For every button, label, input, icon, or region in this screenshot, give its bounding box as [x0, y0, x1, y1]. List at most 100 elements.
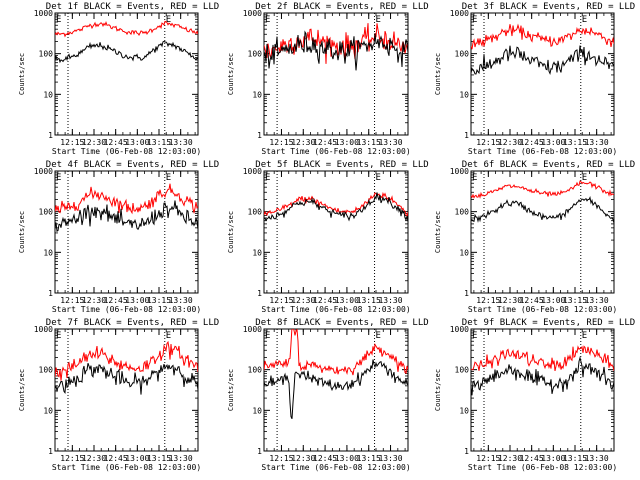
x-tick-label: 13:00 [335, 454, 359, 463]
plot-frame [263, 328, 409, 452]
y-tick-label: 1 [257, 289, 262, 298]
series-line-lld [55, 183, 198, 215]
y-tick-label: 10 [43, 248, 53, 257]
x-tick-label: 12:30 [291, 138, 315, 147]
x-tick-label: 12:15 [269, 454, 293, 463]
panel-title: Det 6f BLACK = Events, RED = LLD [462, 160, 635, 170]
eclipse-marker: E [56, 173, 61, 183]
x-tick-label: 12:30 [498, 454, 522, 463]
x-axis-label: Start Time (06-Feb-08 12:03:00) [52, 147, 201, 156]
panel-title: Det 3f BLACK = Events, RED = LLD [462, 2, 635, 12]
y-tick-label: 1 [48, 447, 53, 456]
x-axis-label: Start Time (06-Feb-08 12:03:00) [261, 147, 410, 156]
x-tick-label: 12:15 [476, 138, 500, 147]
x-tick-label: 12:45 [520, 454, 544, 463]
plot-frame [470, 12, 615, 136]
y-axis-label: Counts/sec [434, 53, 442, 95]
x-tick-label: 12:45 [313, 454, 337, 463]
series-line-events [471, 196, 614, 224]
series-line-lld [55, 20, 198, 38]
series-line-lld [471, 23, 614, 50]
y-tick-label: 10 [252, 406, 262, 415]
x-tick-label: 12:45 [104, 296, 128, 305]
y-axis-label: Counts/sec [227, 53, 235, 95]
x-tick-label: 13:30 [169, 138, 193, 147]
series-line-lld [55, 340, 198, 381]
x-tick-label: 12:15 [60, 296, 84, 305]
x-tick-label: 13:15 [357, 296, 381, 305]
y-tick-label: 100 [248, 366, 263, 375]
x-tick-label: 13:00 [541, 454, 565, 463]
x-axis-label: Start Time (06-Feb-08 12:03:00) [468, 147, 617, 156]
x-tick-label: 13:00 [335, 138, 359, 147]
x-tick-label: 12:15 [60, 454, 84, 463]
plot-frame [263, 170, 409, 294]
y-tick-label: 100 [39, 208, 54, 217]
x-tick-label: 12:15 [60, 138, 84, 147]
x-tick-label: 12:45 [313, 296, 337, 305]
x-tick-label: 12:30 [291, 454, 315, 463]
eclipse-marker: E [582, 331, 587, 341]
panel-det-5: Det 5f BLACK = Events, RED = LLD 1 10 100 10… [227, 160, 429, 314]
x-axis-label: Start Time (06-Feb-08 12:03:00) [261, 463, 410, 472]
eclipse-marker: E [472, 15, 477, 25]
panel-det-8: Det 8f BLACK = Events, RED = LLD 1 10 100 10… [227, 318, 429, 472]
x-tick-label: 13:15 [563, 296, 587, 305]
y-tick-label: 1000 [34, 9, 53, 18]
y-tick-label: 1 [48, 131, 53, 140]
y-tick-label: 1000 [450, 325, 469, 334]
eclipse-marker: E [472, 331, 477, 341]
x-tick-label: 13:15 [563, 454, 587, 463]
x-tick-label: 13:00 [335, 296, 359, 305]
panel-title: Det 8f BLACK = Events, RED = LLD [255, 318, 428, 328]
eclipse-marker: E [265, 173, 270, 183]
panel-title: Det 9f BLACK = Events, RED = LLD [462, 318, 635, 328]
panel-det-6: Det 6f BLACK = Events, RED = LLD 1 10 100 10… [434, 160, 635, 314]
panel-title: Det 7f BLACK = Events, RED = LLD [46, 318, 219, 328]
x-tick-label: 13:00 [125, 454, 149, 463]
eclipse-marker: E [166, 15, 171, 25]
panel-det-1: Det 1f BLACK = Events, RED = LLD 1 10 100 10… [18, 2, 219, 156]
y-tick-label: 10 [43, 406, 53, 415]
y-tick-label: 100 [39, 50, 54, 59]
series-line-events [264, 192, 408, 222]
eclipse-marker: E [56, 15, 61, 25]
y-tick-label: 100 [248, 50, 263, 59]
x-tick-label: 12:30 [82, 296, 106, 305]
y-tick-label: 10 [459, 90, 469, 99]
y-tick-label: 10 [459, 406, 469, 415]
y-tick-label: 10 [252, 90, 262, 99]
y-tick-label: 1 [257, 131, 262, 140]
y-tick-label: 100 [39, 366, 54, 375]
y-axis-label: Counts/sec [227, 369, 235, 411]
x-tick-label: 12:15 [476, 454, 500, 463]
x-tick-label: 13:00 [541, 296, 565, 305]
x-tick-label: 13:30 [378, 138, 402, 147]
x-tick-label: 12:30 [82, 138, 106, 147]
x-tick-label: 12:45 [520, 296, 544, 305]
x-tick-label: 13:15 [147, 296, 171, 305]
eclipse-marker: E [472, 173, 477, 183]
y-tick-label: 1 [257, 447, 262, 456]
x-tick-label: 12:30 [291, 296, 315, 305]
x-axis-label: Start Time (06-Feb-08 12:03:00) [52, 463, 201, 472]
series-line-events [55, 40, 198, 64]
y-axis-label: Counts/sec [227, 211, 235, 253]
panel-det-4: Det 4f BLACK = Events, RED = LLD 1 10 100 10… [18, 160, 219, 314]
series-line-events [471, 45, 614, 76]
panel-title: Det 2f BLACK = Events, RED = LLD [255, 2, 428, 12]
x-tick-label: 12:45 [104, 138, 128, 147]
x-tick-label: 13:00 [125, 296, 149, 305]
y-tick-label: 1000 [243, 167, 262, 176]
panel-title: Det 5f BLACK = Events, RED = LLD [255, 160, 428, 170]
x-tick-label: 13:15 [357, 138, 381, 147]
series-line-events [264, 359, 408, 420]
x-tick-label: 13:30 [378, 454, 402, 463]
y-tick-label: 1 [464, 447, 469, 456]
plot-frame [54, 12, 199, 136]
eclipse-marker: E [166, 173, 171, 183]
y-tick-label: 100 [455, 50, 470, 59]
x-tick-label: 13:00 [541, 138, 565, 147]
y-axis-label: Counts/sec [434, 369, 442, 411]
